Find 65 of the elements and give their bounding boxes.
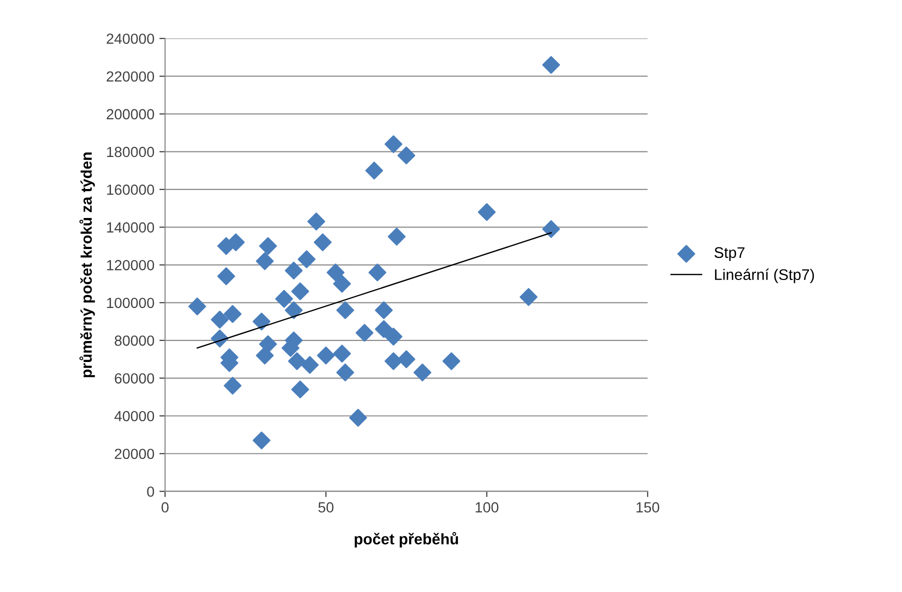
point xyxy=(384,135,402,154)
point xyxy=(300,356,319,374)
point xyxy=(217,267,236,286)
point xyxy=(349,408,368,427)
x-tick-label: 50 xyxy=(318,502,334,512)
y-tick-label: 140000 xyxy=(107,222,154,233)
y-tick-label: 200000 xyxy=(106,109,154,120)
point xyxy=(397,350,416,368)
point xyxy=(291,282,310,300)
point xyxy=(307,212,326,230)
y-axis-title: průměrný počet kroků za týden xyxy=(79,152,95,378)
y-tick-label: 120000 xyxy=(107,260,154,270)
y-tick-label: 160000 xyxy=(107,184,154,195)
point xyxy=(368,264,386,282)
point xyxy=(188,298,206,316)
point xyxy=(542,220,560,238)
point xyxy=(384,328,402,346)
y-tick-label: 60000 xyxy=(114,373,154,384)
y-tick-label: 240000 xyxy=(106,34,154,44)
point xyxy=(336,364,354,382)
point xyxy=(314,233,332,252)
legend-label: Lineární (Stp7) xyxy=(715,268,814,284)
y-tick-label: 0 xyxy=(147,486,154,497)
point xyxy=(252,312,270,330)
point xyxy=(317,346,335,364)
x-tick-label: 0 xyxy=(162,502,169,512)
point xyxy=(252,432,270,450)
point xyxy=(397,146,416,164)
point xyxy=(284,301,303,320)
point xyxy=(333,344,351,363)
point xyxy=(288,352,306,370)
x-axis-title: počet přeběhů xyxy=(354,532,458,548)
point xyxy=(284,262,303,280)
x-tick-label: 150 xyxy=(636,502,660,512)
point xyxy=(365,162,384,180)
point xyxy=(224,305,242,323)
point xyxy=(275,290,294,308)
y-tick-label: 220000 xyxy=(106,71,154,82)
point xyxy=(333,274,351,293)
point xyxy=(542,56,560,74)
point xyxy=(256,252,274,270)
point xyxy=(520,288,538,306)
y-tick-label: 20000 xyxy=(114,448,154,460)
point xyxy=(259,237,277,255)
point xyxy=(224,376,242,395)
point xyxy=(478,203,496,221)
point xyxy=(414,364,432,382)
point xyxy=(388,228,406,246)
y-tick-label: 80000 xyxy=(114,336,154,346)
point xyxy=(384,352,402,370)
point xyxy=(259,335,277,354)
point xyxy=(442,352,460,370)
point xyxy=(374,301,393,320)
point xyxy=(210,310,229,329)
point xyxy=(298,250,316,268)
y-tick-label: 180000 xyxy=(107,146,154,158)
point xyxy=(291,380,310,398)
y-tick-label: 100000 xyxy=(107,298,154,308)
point xyxy=(336,301,354,320)
point xyxy=(356,324,374,342)
legend-label: Stp7 xyxy=(714,247,744,262)
x-tick-label: 100 xyxy=(476,502,498,512)
point xyxy=(374,320,393,338)
point xyxy=(326,264,344,282)
y-tick-label: 40000 xyxy=(114,410,154,422)
